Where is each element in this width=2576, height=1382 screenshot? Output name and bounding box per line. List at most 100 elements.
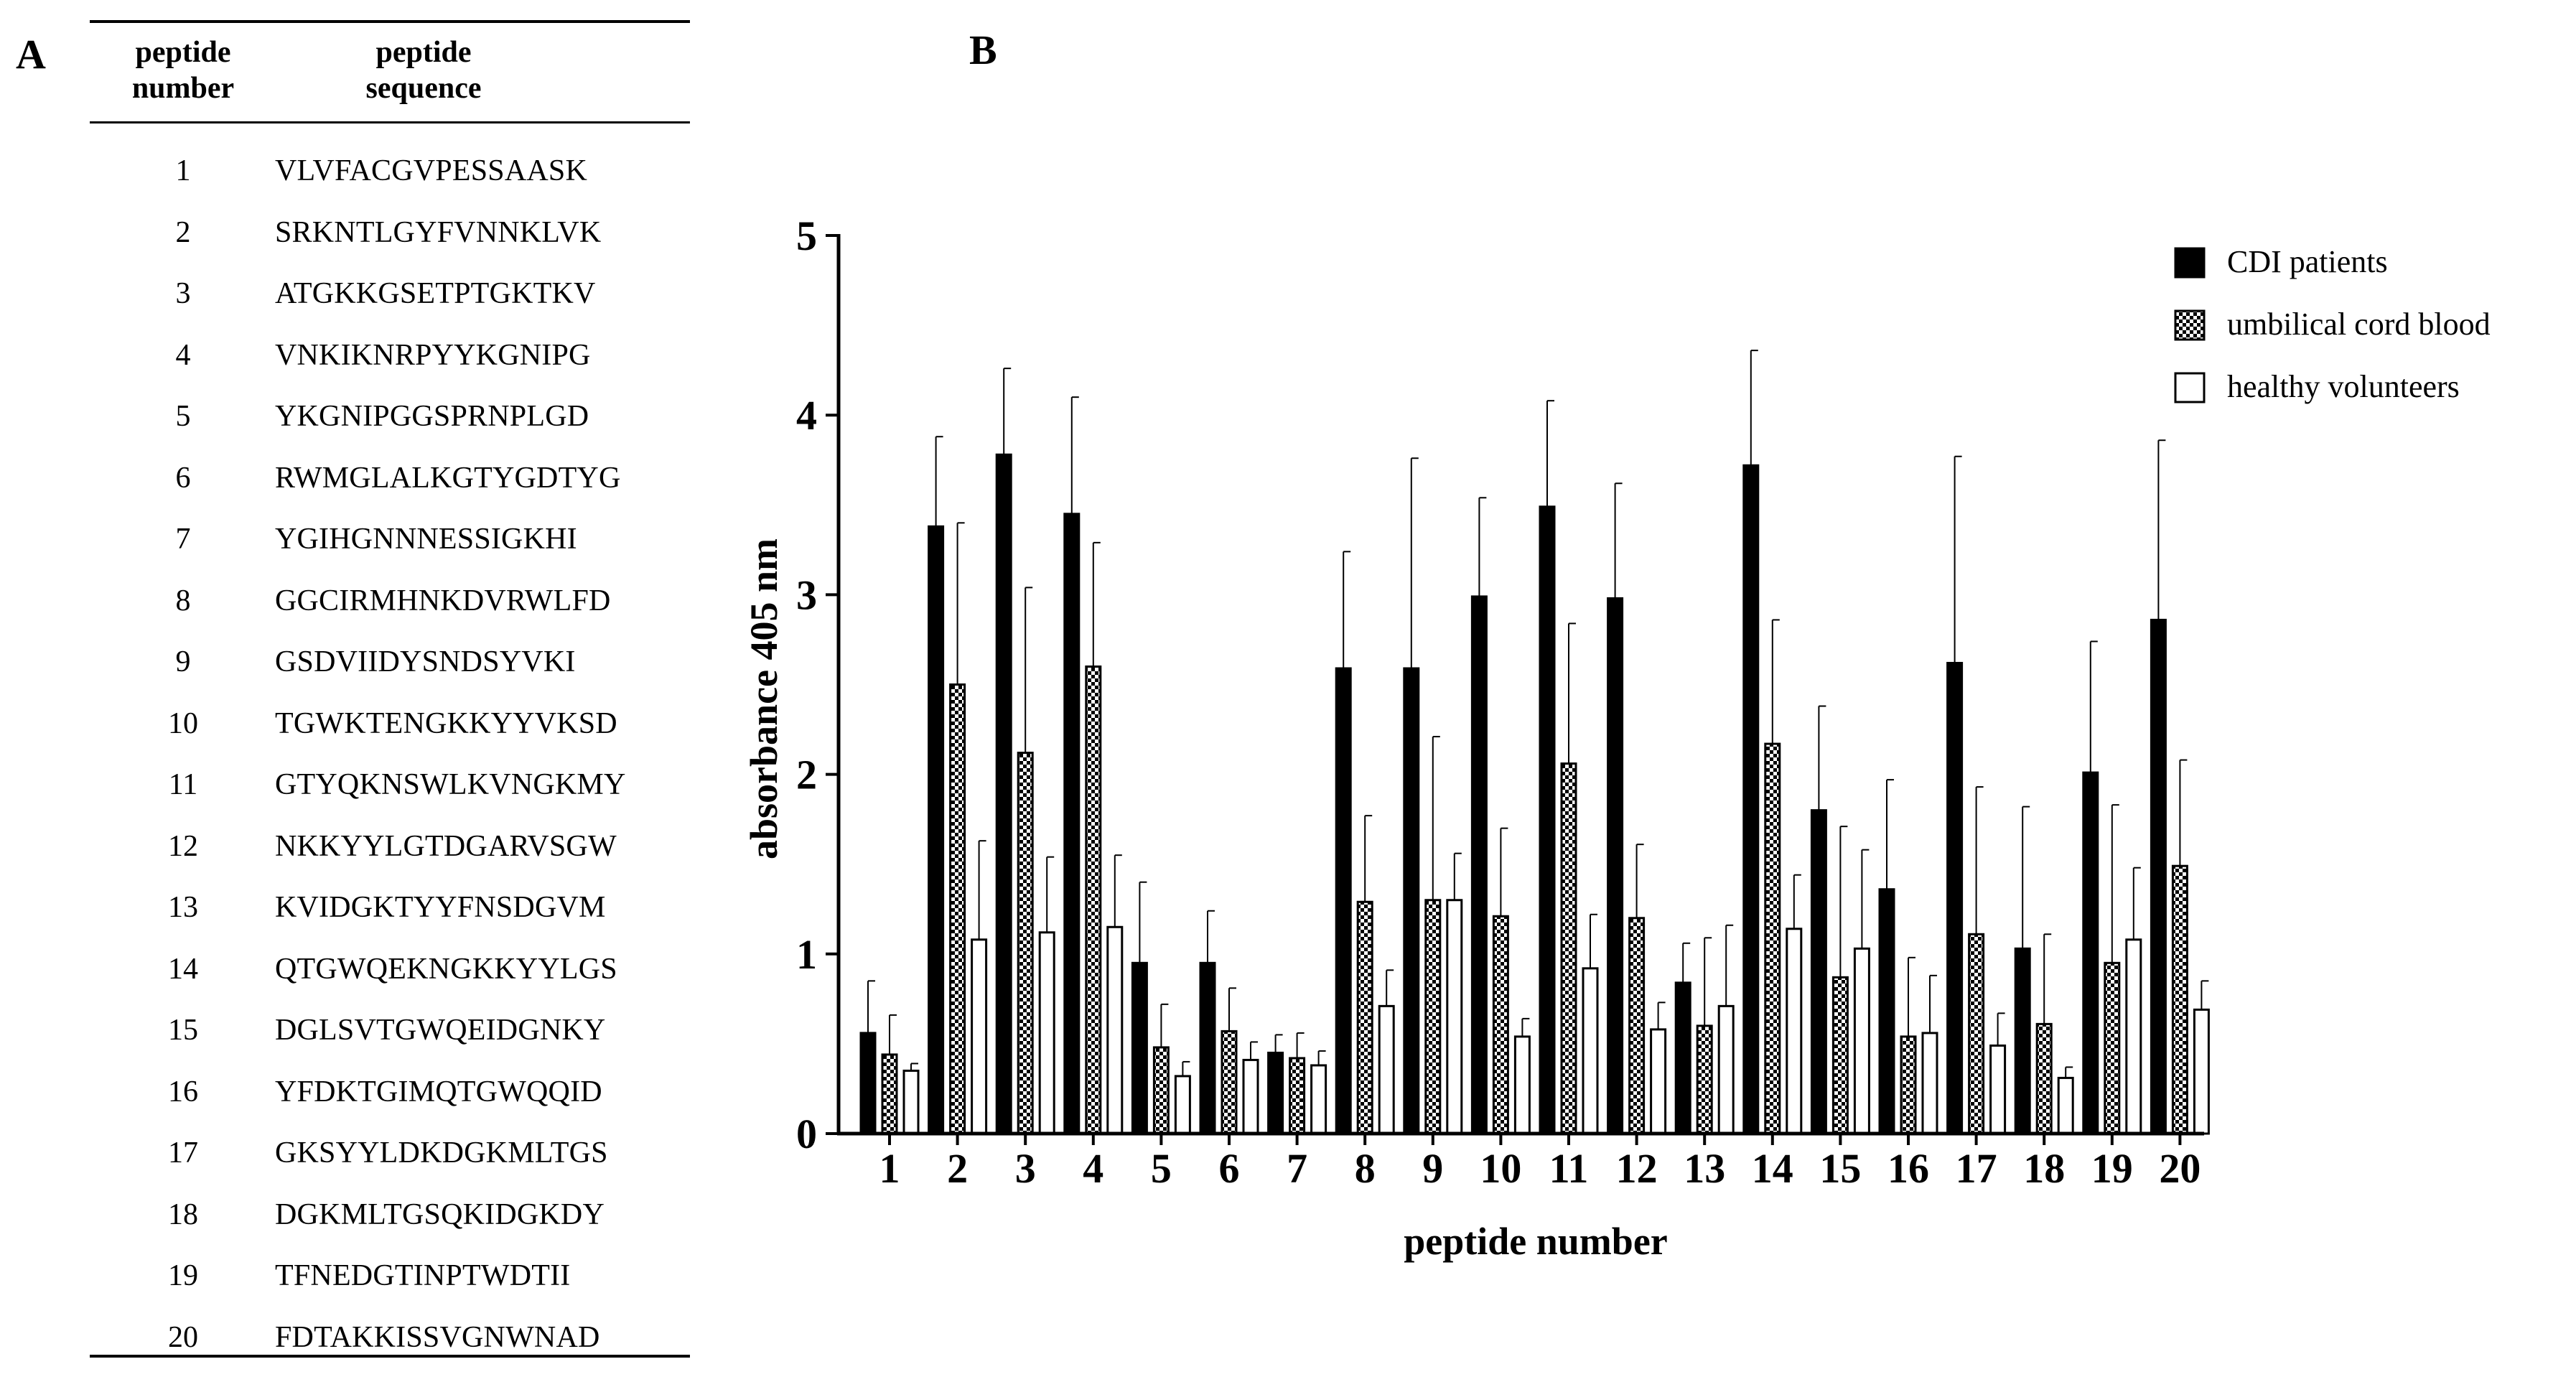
- x-tick-label: 5: [1151, 1145, 1172, 1192]
- x-tick-label: 17: [1956, 1145, 1997, 1192]
- table-bottom-rule: [90, 1355, 690, 1358]
- header-peptide-sequence: peptide sequence: [269, 34, 578, 106]
- y-tick-label: 2: [796, 752, 817, 798]
- peptide-sequence-cell: KVIDGKTYYFNSDGVM: [275, 891, 606, 924]
- table-row: 20 FDTAKKISSVGNWNAD: [90, 1320, 690, 1382]
- bar-checker: [1900, 1035, 1917, 1135]
- peptide-sequence-cell: ATGKKGSETPTGKTKV: [275, 277, 596, 310]
- peptide-number-cell: 8: [175, 584, 191, 617]
- legend: CDI patients umbilical cord blood healthy …: [2174, 244, 2491, 404]
- bar-solid: [928, 525, 945, 1135]
- peptide-number-cell: 2: [175, 215, 191, 249]
- peptide-number-cell: 4: [175, 338, 191, 372]
- x-tick-label: 18: [2023, 1145, 2065, 1192]
- bar-solid: [1063, 513, 1081, 1135]
- x-tick-label: 15: [1819, 1145, 1861, 1192]
- bar-solid: [1674, 981, 1691, 1135]
- x-tick-label: 8: [1355, 1145, 1376, 1192]
- x-tick-label: 20: [2159, 1145, 2201, 1192]
- x-tick-label: 9: [1422, 1145, 1443, 1192]
- table-row: 6 RWMGLALKGTYGDTYG: [90, 461, 690, 523]
- peptide-number-cell: 14: [168, 952, 198, 986]
- bar-solid: [1742, 464, 1760, 1135]
- bars-layer: [859, 350, 2210, 1135]
- bar-solid: [1335, 667, 1352, 1135]
- y-axis-title: absorbance 405 nm: [742, 538, 785, 859]
- peptide-sequence-cell: TFNEDGTINPTWDTII: [275, 1259, 571, 1292]
- bar-empty: [1378, 1004, 1395, 1135]
- table-row: 7 YGIHGNNNESSIGKHI: [90, 522, 690, 584]
- table-row: 4 VNKIKNRPYYKGNIPG: [90, 338, 690, 400]
- bar-solid: [1470, 595, 1488, 1135]
- table-row: 2 SRKNTLGYFVNNKLVK: [90, 215, 690, 277]
- peptide-sequence-cell: VNKIKNRPYYKGNIPG: [275, 338, 591, 372]
- table-row: 11 GTYQKNSWLKVNGKMY: [90, 767, 690, 829]
- bar-checker: [1696, 1024, 1713, 1135]
- bar-solid: [1131, 961, 1148, 1135]
- table-header-rule: [90, 121, 690, 123]
- table-row: 18 DGKMLTGSQKIDGKDY: [90, 1197, 690, 1259]
- x-tick-label: 10: [1480, 1145, 1521, 1192]
- bar-empty: [1582, 967, 1599, 1135]
- x-tick-label: 12: [1616, 1145, 1658, 1192]
- bar-checker: [2035, 1022, 2053, 1135]
- bar-empty: [1038, 931, 1055, 1135]
- panel-label-a: A: [16, 31, 46, 78]
- peptide-sequence-cell: FDTAKKISSVGNWNAD: [275, 1320, 600, 1354]
- peptide-number-cell: 10: [168, 706, 198, 740]
- table-row: 1 VLVFACGVPESSAASK: [90, 154, 690, 215]
- bar-checker: [1356, 900, 1373, 1135]
- table-row: 14 QTGWQEKNGKKYYLGS: [90, 952, 690, 1014]
- y-tick-label: 5: [796, 213, 817, 259]
- x-tick-label: 3: [1015, 1145, 1036, 1192]
- bar-empty: [1106, 925, 1124, 1135]
- peptide-number-cell: 6: [175, 461, 191, 495]
- y-tick-label: 0: [796, 1111, 817, 1157]
- bar-solid: [1810, 809, 1827, 1135]
- bar-checker: [1492, 915, 1509, 1135]
- bar-solid: [2150, 618, 2167, 1135]
- peptide-number-cell: 18: [168, 1197, 198, 1231]
- bar-empty: [1242, 1058, 1259, 1135]
- bar-solid: [1539, 505, 1556, 1135]
- table-row: 5 YKGNIPGGSPRNPLGD: [90, 399, 690, 461]
- bar-empty: [2057, 1076, 2074, 1135]
- bar-solid: [2014, 947, 2031, 1135]
- bar-empty: [1446, 899, 1463, 1135]
- bar-checker: [2104, 961, 2121, 1135]
- peptide-number-cell: 9: [175, 645, 191, 678]
- header-sequence-line1: peptide: [375, 36, 472, 69]
- bar-checker: [1152, 1046, 1170, 1135]
- table-row: 15 DGLSVTGWQEIDGNKY: [90, 1013, 690, 1075]
- bar-checker: [1424, 899, 1442, 1135]
- bar-empty: [1717, 1004, 1735, 1135]
- peptide-number-cell: 11: [168, 768, 198, 801]
- peptide-number-cell: 19: [168, 1259, 198, 1292]
- bar-empty: [1989, 1044, 2007, 1135]
- table-row: 13 KVIDGKTYYFNSDGVM: [90, 890, 690, 952]
- legend-label: healthy volunteers: [2227, 369, 2460, 404]
- x-tick-label: 1: [879, 1145, 900, 1192]
- peptide-number-cell: 7: [175, 523, 191, 556]
- x-tick-label: 16: [1887, 1145, 1929, 1192]
- bar-empty: [1853, 947, 1870, 1135]
- bar-solid: [1199, 961, 1216, 1135]
- bar-checker: [1221, 1030, 1238, 1135]
- bar-solid: [1403, 667, 1420, 1135]
- bar-empty: [1513, 1035, 1531, 1135]
- table-row: 3 ATGKKGSETPTGKTKV: [90, 276, 690, 338]
- bar-empty: [1174, 1075, 1191, 1135]
- bar-checker: [1764, 742, 1781, 1135]
- peptide-sequence-cell: GKSYYLDKDGKMLTGS: [275, 1136, 608, 1169]
- bar-checker: [1289, 1057, 1306, 1135]
- peptide-number-cell: 16: [168, 1075, 198, 1108]
- x-tick-label: 7: [1287, 1145, 1307, 1192]
- peptide-sequence-cell: RWMGLALKGTYGDTYG: [275, 461, 621, 495]
- bar-empty: [1786, 928, 1803, 1135]
- x-tick-label: 4: [1083, 1145, 1103, 1192]
- bar-solid: [1267, 1051, 1284, 1135]
- bar-empty: [1921, 1032, 1938, 1135]
- table-row: 8 GGCIRMHNKDVRWLFD: [90, 584, 690, 645]
